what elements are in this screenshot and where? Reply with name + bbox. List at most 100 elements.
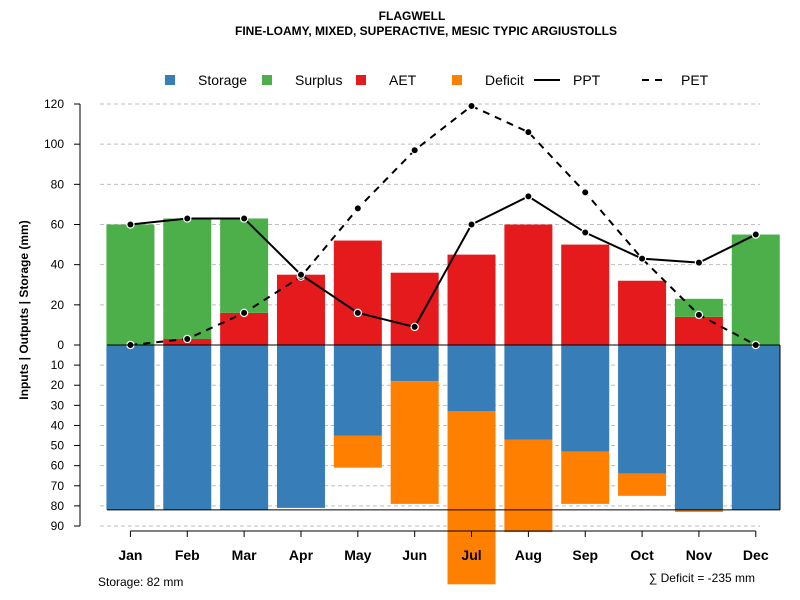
y-tick-label-upper: 40 <box>51 258 65 272</box>
x-tick-label-aug: Aug <box>515 547 542 563</box>
pet-point-may <box>353 204 363 213</box>
bar-storage-may <box>333 345 382 436</box>
bar-surplus-dec <box>731 234 780 345</box>
x-tick-label-jan: Jan <box>118 547 142 563</box>
y-tick-label-lower: 30 <box>51 398 65 412</box>
bar-deficit-jul <box>447 411 496 585</box>
bar-storage-aug <box>504 345 553 440</box>
y-tick-label-lower: 60 <box>51 459 65 473</box>
ppt-point-dec <box>751 230 760 239</box>
bar-storage-feb <box>163 345 212 510</box>
legend-label-deficit: Deficit <box>485 72 524 88</box>
series-lines <box>126 101 760 350</box>
ppt-line <box>130 195 757 329</box>
x-tick-label-oct: Oct <box>630 547 654 563</box>
y-tick-label-lower: 90 <box>51 519 65 533</box>
y-tick-label-upper: 120 <box>44 97 64 111</box>
pet-point-nov <box>694 310 704 320</box>
y-tick-label-lower: 70 <box>51 479 65 493</box>
ppt-point-nov <box>694 258 704 267</box>
chart-subtitle: FINE-LOAMY, MIXED, SUPERACTIVE, MESIC TY… <box>235 24 617 38</box>
ppt-point-feb <box>183 214 192 223</box>
y-axis-label: Inputs | Outputs | Storage (mm) <box>17 220 31 399</box>
bar-deficit-jun <box>390 381 439 504</box>
bar-aet-jun <box>390 272 439 345</box>
legend-label-surplus: Surplus <box>295 72 342 88</box>
y-tick-label-lower: 50 <box>51 439 65 453</box>
ppt-point-jul <box>467 220 476 229</box>
deficit-footnote: ∑ Deficit = -235 mm <box>649 571 755 585</box>
y-tick-label-upper: 80 <box>51 177 65 191</box>
bar-storage-mar <box>220 345 269 510</box>
ppt-point-apr <box>296 270 306 279</box>
x-tick-label-nov: Nov <box>686 547 713 563</box>
bar-deficit-may <box>333 435 382 468</box>
bar-storage-apr <box>276 345 325 508</box>
pet-point-jun <box>410 145 419 155</box>
bar-deficit-nov <box>674 509 723 512</box>
y-tick-label-upper: 0 <box>57 338 64 352</box>
ppt-point-jun <box>410 322 419 332</box>
x-tick-label-dec: Dec <box>743 547 769 563</box>
x-tick-label-jul: Jul <box>461 547 481 563</box>
bar-aet-sep <box>561 244 610 345</box>
legend: Storage Surplus AET Deficit PPT PET <box>165 72 709 88</box>
y-tick-label-upper: 60 <box>51 218 65 232</box>
legend-swatch-aet <box>356 75 366 85</box>
bars <box>106 218 780 585</box>
bar-aet-oct <box>618 280 667 345</box>
bar-storage-jun <box>390 345 439 382</box>
bar-deficit-sep <box>561 451 610 504</box>
pet-point-sep <box>581 188 590 197</box>
bar-storage-jul <box>447 345 496 412</box>
ppt-point-may <box>353 308 363 318</box>
y-tick-label-upper: 100 <box>44 137 64 151</box>
x-tick-label-sep: Sep <box>572 547 598 563</box>
bar-storage-jan <box>106 345 155 510</box>
bar-deficit-oct <box>618 473 667 496</box>
pet-point-jul <box>467 101 476 111</box>
bar-aet-nov <box>674 316 723 345</box>
legend-swatch-deficit <box>452 75 462 85</box>
bar-aet-may <box>333 240 382 345</box>
bar-surplus-mar <box>220 218 269 313</box>
ppt-point-jan <box>126 220 135 229</box>
ppt-point-oct <box>637 254 647 263</box>
legend-swatch-surplus <box>262 75 272 85</box>
bar-storage-dec <box>731 345 780 510</box>
legend-label-pet: PET <box>681 72 709 88</box>
axes: 0 20 40 60 80 100 120 10 20 30 40 50 60 70 80 90 Jan Feb M… <box>44 97 781 563</box>
bar-aet-mar <box>220 312 269 345</box>
x-tick-label-jun: Jun <box>402 547 427 563</box>
bar-surplus-nov <box>674 298 723 317</box>
bar-aet-jul <box>447 254 496 345</box>
ppt-point-mar <box>239 214 249 223</box>
x-tick-label-mar: Mar <box>232 547 257 563</box>
y-tick-label-upper: 20 <box>51 298 65 312</box>
pet-point-feb <box>183 334 192 344</box>
y-tick-label-lower: 20 <box>51 378 65 392</box>
bar-storage-oct <box>618 345 667 474</box>
ppt-point-sep <box>581 228 590 237</box>
pet-point-mar <box>239 308 249 318</box>
pet-point-aug <box>524 127 533 137</box>
y-tick-label-lower: 80 <box>51 499 65 513</box>
legend-label-ppt: PPT <box>573 72 601 88</box>
bar-surplus-jan <box>106 224 155 345</box>
legend-swatch-storage <box>165 75 175 85</box>
x-tick-label-apr: Apr <box>289 547 314 563</box>
legend-label-aet: AET <box>389 72 417 88</box>
chart-title: FLAGWELL <box>379 9 446 23</box>
bar-aet-aug <box>504 224 553 345</box>
bar-storage-nov <box>674 345 723 510</box>
y-tick-label-lower: 10 <box>51 358 65 372</box>
ppt-point-aug <box>524 192 533 201</box>
bar-storage-sep <box>561 345 610 452</box>
x-tick-label-feb: Feb <box>175 547 200 563</box>
x-tick-label-may: May <box>344 547 371 563</box>
bar-deficit-aug <box>504 439 553 533</box>
y-tick-label-lower: 40 <box>51 418 65 432</box>
pet-line <box>130 104 757 346</box>
legend-label-storage: Storage <box>198 72 247 88</box>
